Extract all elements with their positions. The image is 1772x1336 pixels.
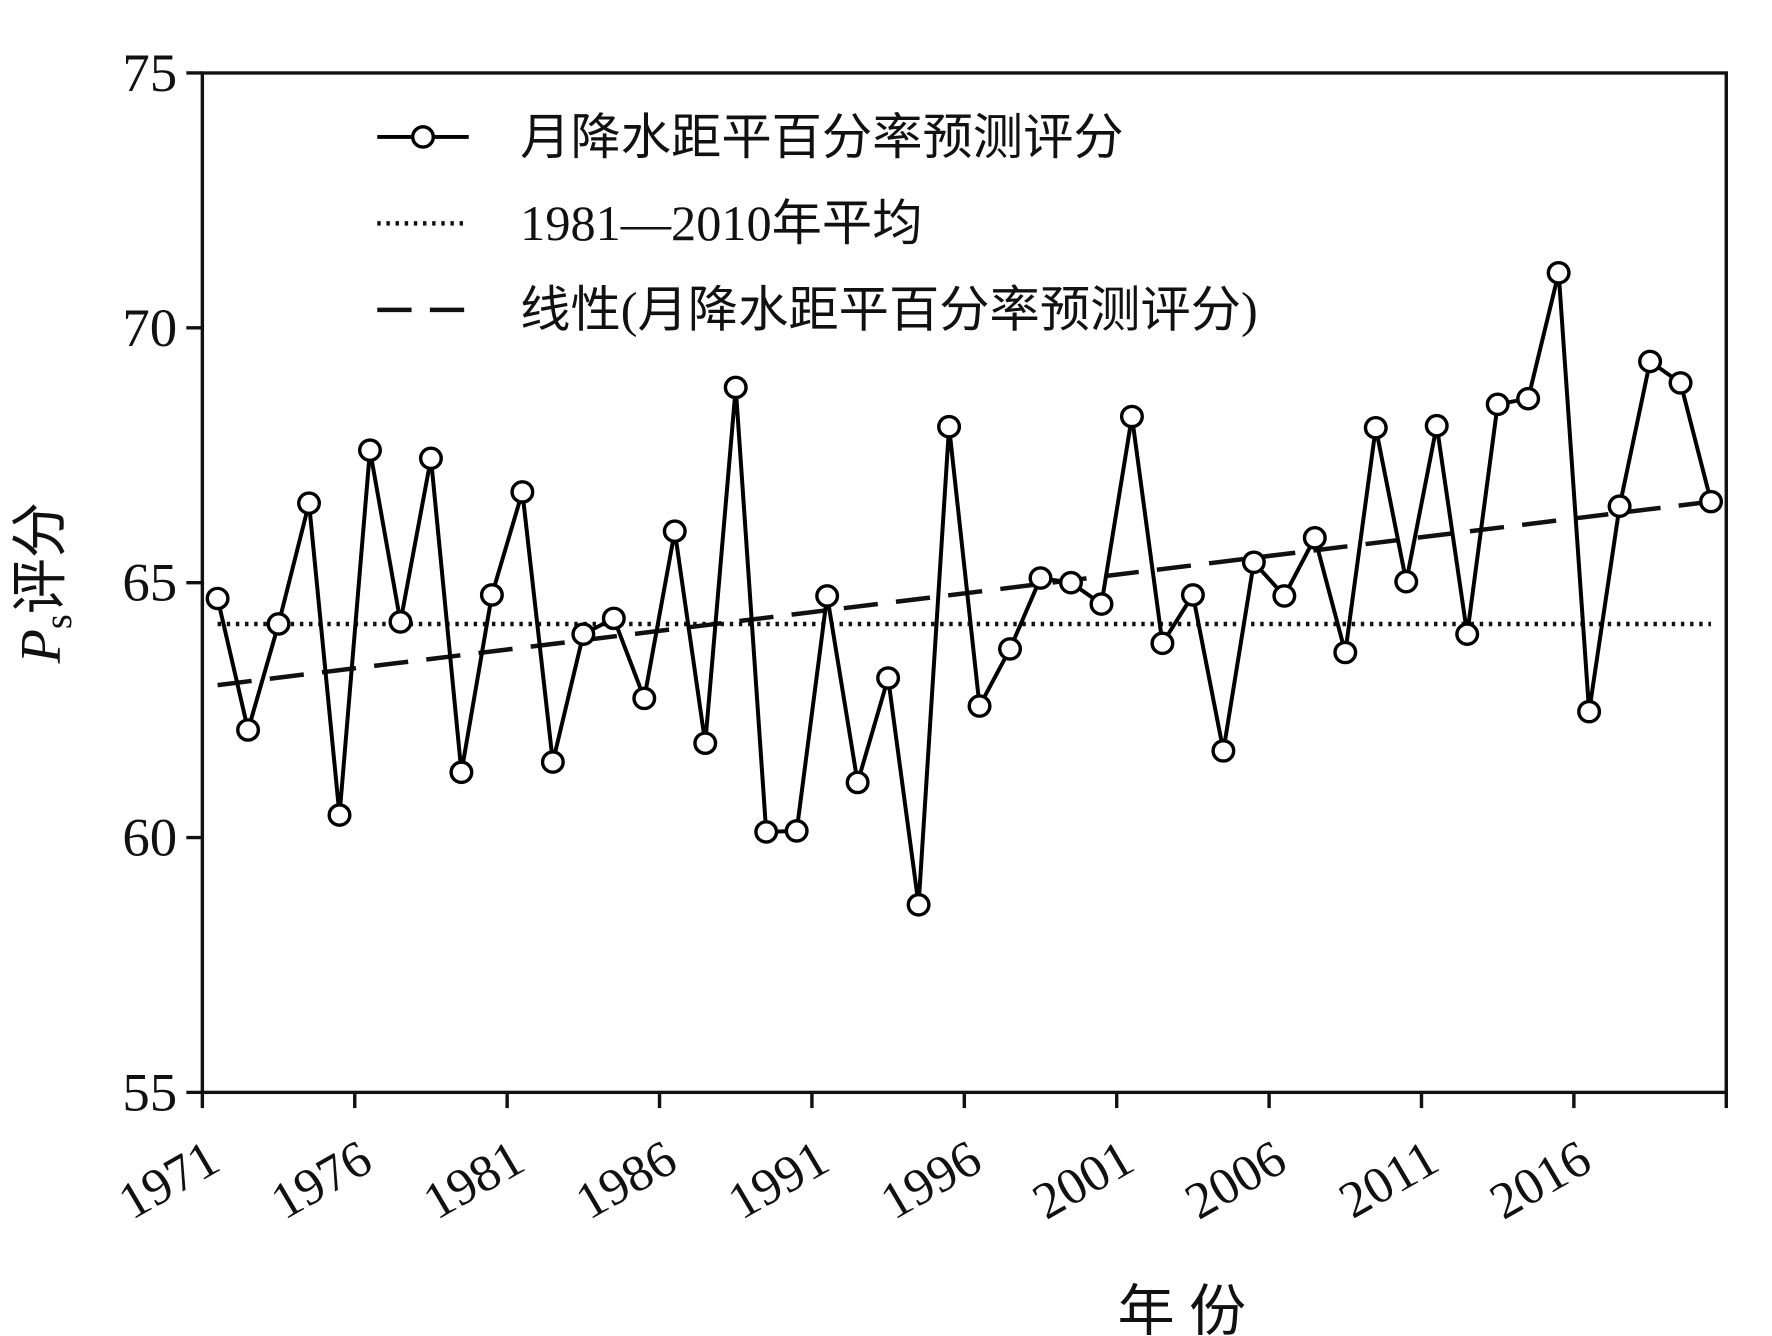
data-point xyxy=(693,731,718,756)
data-point xyxy=(418,446,443,471)
x-tick-label: 1996 xyxy=(871,1130,991,1231)
x-tick-label: 2011 xyxy=(1330,1130,1448,1230)
data-point xyxy=(1424,413,1449,438)
x-tick-label: 1991 xyxy=(719,1130,839,1231)
data-point xyxy=(937,414,962,439)
legend-label: 线性(月降水距平百分率预测评分) xyxy=(520,283,1258,337)
legend-marker xyxy=(410,125,435,149)
data-point xyxy=(876,666,901,690)
data-point xyxy=(815,584,840,608)
x-tick-label: 1971 xyxy=(109,1130,229,1231)
y-axis-label: Ps评分 xyxy=(10,502,80,664)
data-point xyxy=(236,718,261,742)
data-point xyxy=(1699,489,1724,514)
data-point xyxy=(1180,583,1205,607)
data-point xyxy=(601,606,626,631)
data-point xyxy=(754,820,779,844)
x-tick-label: 1976 xyxy=(262,1130,382,1231)
data-point xyxy=(571,622,596,646)
data-point xyxy=(1638,349,1663,374)
data-point xyxy=(327,803,352,827)
data-point xyxy=(1455,622,1480,646)
data-point xyxy=(1089,592,1114,616)
data-point xyxy=(1668,371,1693,395)
data-point xyxy=(1119,404,1144,429)
data-point xyxy=(632,686,657,711)
data-point xyxy=(388,610,413,634)
data-point xyxy=(906,893,931,917)
y-tick-label: 60 xyxy=(122,808,177,867)
trend-line xyxy=(217,499,1712,688)
y-label-text: 评分 xyxy=(10,502,73,614)
legend-label: 月降水距平百分率预测评分 xyxy=(520,110,1124,164)
x-tick-label: 2001 xyxy=(1024,1130,1144,1231)
data-point xyxy=(662,519,687,543)
x-tick-label: 1986 xyxy=(566,1130,686,1231)
data-point xyxy=(1333,640,1358,665)
data-point xyxy=(998,637,1023,661)
series-line xyxy=(215,272,1713,906)
data-point xyxy=(510,480,535,504)
y-label-subscript: s xyxy=(38,614,80,629)
data-point xyxy=(784,819,809,843)
x-tick-label: 2016 xyxy=(1481,1130,1601,1231)
data-point xyxy=(967,694,992,718)
data-point xyxy=(540,750,565,774)
legend-label: 1981—2010年平均 xyxy=(520,197,922,251)
y-tick-label: 70 xyxy=(122,298,177,357)
data-point xyxy=(1272,584,1297,608)
data-point xyxy=(1150,631,1175,656)
y-tick-label: 55 xyxy=(122,1063,177,1122)
data-point xyxy=(1394,569,1419,594)
data-point xyxy=(1028,566,1053,590)
y-tick-label: 75 xyxy=(122,43,177,102)
data-point xyxy=(266,612,291,636)
data-point xyxy=(1302,526,1327,550)
data-point xyxy=(1363,415,1388,440)
data-point xyxy=(1485,392,1510,417)
data-point xyxy=(297,491,322,515)
data-point xyxy=(723,375,748,400)
data-point xyxy=(205,586,230,611)
x-axis-label: 年 份 xyxy=(1118,1282,1247,1336)
data-point xyxy=(1607,494,1632,519)
data-point xyxy=(1058,570,1083,595)
x-tick-label: 2006 xyxy=(1176,1130,1296,1231)
x-tick-label: 1981 xyxy=(414,1130,534,1231)
data-point xyxy=(1241,550,1266,575)
data-point xyxy=(845,770,870,795)
y-label-symbol: P xyxy=(10,629,73,664)
data-point xyxy=(449,760,474,785)
data-point xyxy=(1516,386,1541,411)
data-point xyxy=(357,438,382,462)
data-point xyxy=(1211,739,1236,763)
data-point xyxy=(479,583,504,607)
data-point xyxy=(1577,699,1602,724)
y-tick-label: 65 xyxy=(122,553,177,612)
data-point xyxy=(1546,260,1571,285)
